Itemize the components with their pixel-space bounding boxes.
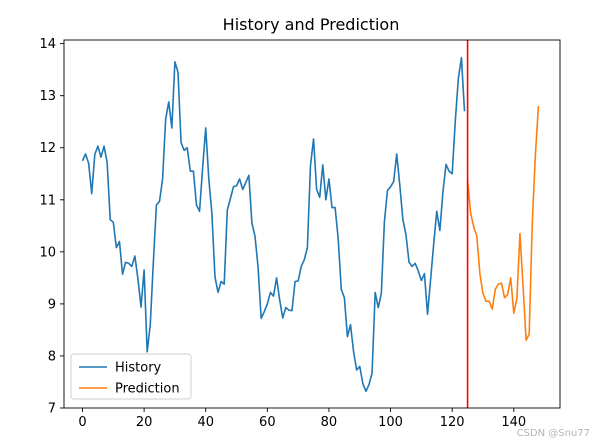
legend: History Prediction — [70, 353, 192, 400]
y-tick-label: 9 — [48, 297, 56, 312]
y-tick-label: 8 — [48, 349, 56, 364]
plot-area — [81, 40, 540, 408]
series-line-history — [81, 56, 466, 393]
x-tick-label: 120 — [440, 415, 465, 430]
y-tick-label: 13 — [39, 89, 56, 104]
y-tick-label: 12 — [39, 141, 56, 156]
watermark: CSDN @Snu77 — [516, 428, 590, 439]
y-tick-label: 14 — [39, 37, 56, 52]
series-line-prediction — [466, 106, 540, 342]
x-tick-label: 20 — [136, 415, 153, 430]
axes: 0 20 40 60 80 100 120 140 7 8 9 10 11 12 13 14 — [39, 37, 561, 430]
y-tick-label: 11 — [39, 193, 56, 208]
x-tick-label: 40 — [197, 415, 214, 430]
y-tick-label: 10 — [39, 245, 56, 260]
x-tick-label: 140 — [501, 415, 526, 430]
x-tick-label: 0 — [78, 415, 86, 430]
axes-frame — [63, 39, 561, 409]
chart-title: History and Prediction — [223, 15, 400, 34]
x-tick-label: 60 — [259, 415, 276, 430]
legend-label-prediction: Prediction — [115, 382, 180, 397]
x-tick-label: 80 — [321, 415, 338, 430]
x-tick-label: 100 — [378, 415, 403, 430]
legend-label-history: History — [115, 361, 162, 376]
y-tick-label: 7 — [48, 402, 56, 417]
